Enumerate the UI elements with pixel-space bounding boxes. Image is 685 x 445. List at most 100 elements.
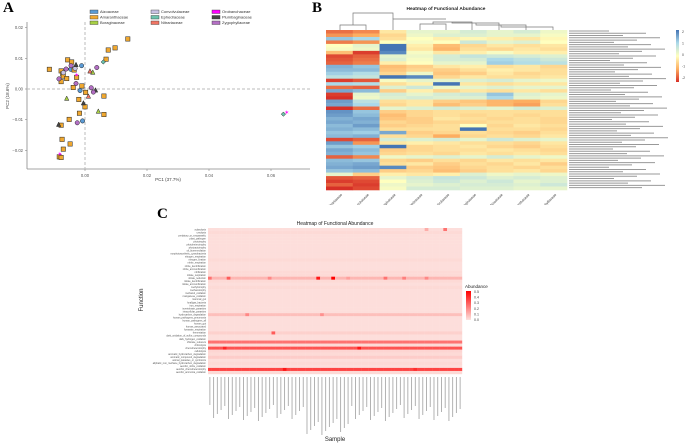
heatmap-cell	[420, 264, 425, 268]
data-point-plumbaginaceae	[73, 61, 79, 67]
heatmap-cell	[226, 343, 231, 347]
heatmap-cell	[278, 294, 283, 299]
heatmap-cell	[398, 297, 403, 302]
heatmap-cell	[219, 237, 224, 241]
heatmap-cell	[402, 279, 407, 283]
heatmap-cell	[219, 334, 224, 338]
heatmap-cell	[275, 358, 280, 363]
heatmap-cell	[417, 261, 422, 265]
heatmap-cell	[409, 313, 414, 317]
heatmap-cell	[316, 367, 321, 372]
heatmap-cell	[316, 291, 321, 296]
heatmap-cell	[513, 71, 541, 76]
heatmap-cell	[211, 352, 216, 356]
heatmap-cell	[368, 240, 373, 244]
heatmap-cell	[424, 234, 429, 238]
heatmap-cell	[513, 169, 541, 173]
heatmap-cell	[323, 370, 328, 375]
heatmap-cell	[376, 313, 381, 317]
heatmap-cell	[327, 291, 332, 296]
heatmap-cell	[387, 313, 392, 317]
heatmap-cell	[271, 322, 276, 326]
heatmap-cell	[278, 301, 283, 305]
heatmap-cell	[249, 246, 254, 250]
heatmap-cell	[405, 328, 410, 332]
heatmap-cell	[379, 89, 407, 93]
heatmap-cell	[297, 240, 302, 244]
heatmap-cell	[215, 294, 220, 299]
heatmap-cell	[219, 261, 224, 265]
heatmap-cell	[323, 319, 328, 323]
heatmap-cell	[271, 258, 276, 262]
heatmap-cell	[215, 243, 220, 247]
heatmap-cell	[379, 144, 407, 149]
heatmap-cell	[379, 249, 384, 253]
heatmap-cell	[486, 172, 514, 177]
heatmap-cell	[342, 234, 347, 238]
heatmap-cell	[342, 334, 347, 338]
function-label: nitrate_reduction	[188, 277, 206, 280]
heatmap-cell	[219, 304, 224, 308]
heatmap-cell	[376, 294, 381, 299]
heatmap-cell	[413, 364, 418, 369]
function-label: mammal_gut	[192, 298, 206, 301]
heatmap-cell	[326, 30, 354, 34]
heatmap-cell	[372, 313, 377, 317]
heatmap-cell	[323, 249, 328, 253]
heatmap-cell	[320, 276, 324, 280]
heatmap-cell	[387, 310, 392, 314]
heatmap-cell	[282, 325, 287, 329]
heatmap-cell	[215, 285, 220, 290]
heatmap-cell	[353, 264, 358, 268]
heatmap-cell	[417, 328, 422, 332]
heatmap-cell	[237, 316, 242, 320]
heatmap-cell	[211, 294, 216, 299]
heatmap-cell	[305, 328, 310, 332]
heatmap-cell	[338, 358, 343, 363]
heatmap-cell	[335, 276, 339, 280]
heatmap-cell	[379, 116, 407, 121]
heatmap-cell	[353, 255, 358, 259]
heatmap-cell	[486, 123, 514, 128]
heatmap-cell	[338, 355, 343, 359]
heatmap-cell	[352, 116, 380, 121]
heatmap-cell	[368, 276, 373, 280]
heatmap-cell	[447, 294, 451, 299]
heatmap-cell	[405, 282, 410, 286]
function-label: predatory_or_exoparasitic	[178, 234, 206, 237]
heatmap-cell	[208, 313, 212, 317]
heatmap-cell	[376, 255, 381, 259]
heatmap-cell	[417, 355, 422, 359]
heatmap-cell	[282, 310, 287, 314]
heatmap-cell	[406, 179, 434, 184]
heatmap-cell	[349, 346, 354, 350]
heatmap-cell	[450, 316, 455, 320]
heatmap-cell	[230, 294, 235, 299]
heatmap-cell	[439, 313, 444, 317]
heatmap-cell	[278, 270, 283, 274]
heatmap-cell	[320, 361, 324, 366]
heatmap-cell	[409, 349, 414, 353]
heatmap-cell	[349, 337, 354, 341]
heatmap-cell	[364, 276, 369, 280]
heatmap-cell	[391, 316, 395, 320]
heatmap-cell	[286, 231, 291, 235]
heatmap-cell	[391, 258, 395, 262]
heatmap-cell	[364, 316, 369, 320]
heatmap-cell	[424, 243, 429, 247]
heatmap-cell	[450, 367, 455, 372]
heatmap-cell	[278, 352, 283, 356]
heatmap-cell	[219, 270, 224, 274]
heatmap-cell	[417, 237, 422, 241]
heatmap-cell	[290, 291, 295, 296]
heatmap-cell	[211, 319, 216, 323]
heatmap-cell	[230, 240, 235, 244]
heatmap-cell	[406, 183, 434, 187]
heatmap-cell	[326, 96, 354, 100]
heatmap-cell	[308, 367, 313, 372]
heatmap-cell	[326, 110, 354, 114]
heatmap-cell	[402, 288, 407, 293]
y-axis-label-function: Function	[139, 288, 145, 311]
heatmap-cell	[439, 310, 444, 314]
heatmap-cell	[215, 331, 220, 335]
